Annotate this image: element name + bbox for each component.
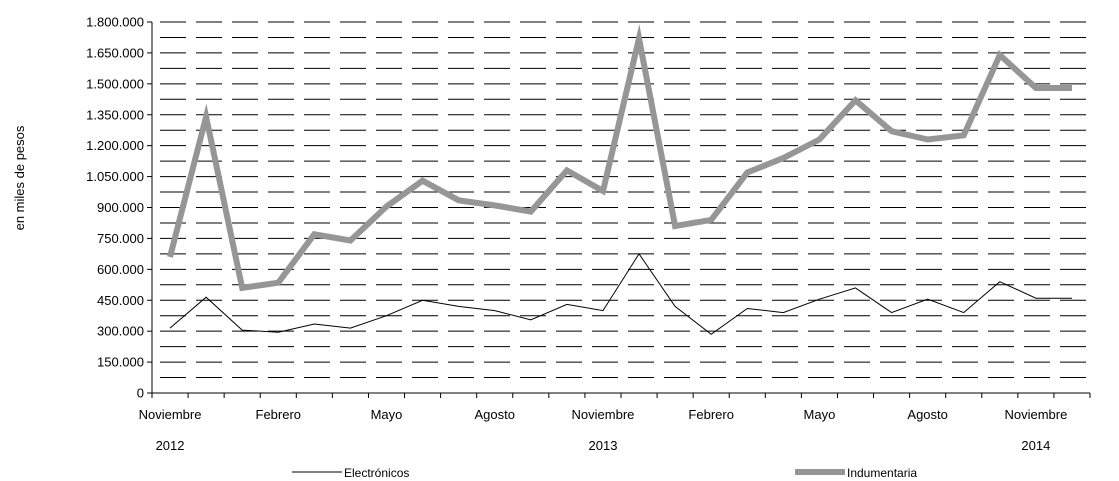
x-month-label: Noviembre [139,407,202,422]
x-month-label: Agosto [474,407,514,422]
series-line-electronicos [169,252,1072,335]
x-month-label: Mayo [804,407,836,422]
x-year-label: 2012 [156,438,185,453]
legend-label: Electrónicos [344,466,409,480]
y-tick-label: 1.050.000 [86,169,144,184]
y-tick-label: 450.000 [97,293,144,308]
y-tick-label: 300.000 [97,324,144,339]
y-tick-label: 0 [137,386,144,401]
y-tick-label: 1.650.000 [86,45,144,60]
y-axis-label: en miles de pesos [12,125,27,230]
series-line-indumentaria [167,24,1072,292]
x-month-label: Agosto [907,407,947,422]
x-year-label: 2013 [589,438,618,453]
y-axis-ticks: 0 150.000 300.000 450.000 600.000 750.000 900.… [86,15,152,401]
legend-label: Indumentaria [847,466,917,480]
x-month-label: Febrero [688,407,734,422]
y-tick-label: 1.200.000 [86,138,144,153]
x-month-label: Mayo [371,407,403,422]
y-tick-label: 1.800.000 [86,15,144,30]
y-tick-label: 150.000 [97,355,144,370]
grid-lines [152,21,1090,379]
x-axis-ticks: Noviembre Febrero Mayo Agosto Noviembre Febre… [139,393,1091,453]
y-tick-label: 1.350.000 [86,107,144,122]
x-year-label: 2014 [1021,438,1050,453]
legend: Electrónicos Indumentaria [292,466,917,480]
x-month-label: Noviembre [572,407,635,422]
x-month-label: Noviembre [1004,407,1067,422]
y-tick-label: 750.000 [97,231,144,246]
x-month-label: Febrero [256,407,302,422]
y-tick-label: 1.500.000 [86,76,144,91]
y-tick-label: 600.000 [97,262,144,277]
data-series [167,24,1072,335]
y-tick-label: 900.000 [97,200,144,215]
